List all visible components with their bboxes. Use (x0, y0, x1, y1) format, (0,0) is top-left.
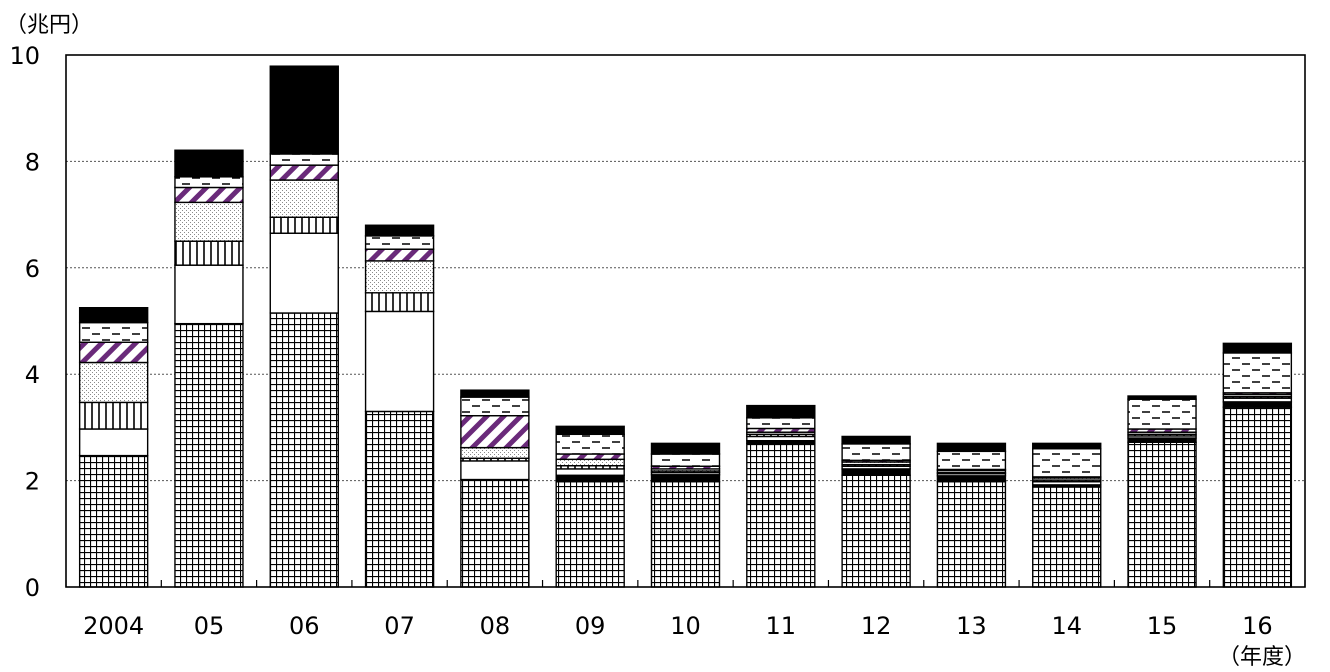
bar-segment-diagonal (364, 248, 435, 262)
bar-segment-grid (1127, 441, 1197, 588)
bar-segment-diagonal (78, 341, 149, 364)
bar-segment-diagonal (269, 164, 339, 181)
bar-segment-grid (174, 322, 244, 588)
bar-segment-grid (1222, 406, 1293, 588)
bar-segment-grid (364, 410, 435, 588)
x-tick-label: 08 (480, 612, 511, 640)
bar-segment-vertical-lines (269, 216, 339, 234)
bar-segment-solid-black (1222, 342, 1293, 354)
bar-segment-white (78, 428, 149, 457)
bar-segment-dashes (1222, 352, 1293, 394)
bar-segment-black-band (1222, 401, 1293, 408)
bar-segment-dashes (78, 321, 149, 343)
bar-segment-diagonal (460, 414, 530, 449)
bar-segment-dashes (174, 176, 244, 189)
y-tick-label: 0 (25, 574, 40, 602)
bar-segment-black-band (555, 474, 625, 483)
y-axis-ticks: 0 2 4 6 8 10 (9, 42, 40, 602)
bars (78, 65, 1293, 588)
bar-segment-dots (555, 458, 625, 467)
bar-segment-dots (78, 361, 149, 404)
bar-segment-white (460, 460, 530, 481)
bar-segment-vertical-lines (174, 240, 244, 266)
bar-segment-white (555, 468, 625, 476)
bar-segment-solid-black (746, 404, 816, 419)
bar-segment-dashes (269, 153, 339, 166)
bar-segment-solid-black (650, 442, 721, 455)
y-axis-unit-label: （兆円） (5, 13, 93, 38)
y-tick-label: 2 (25, 468, 40, 496)
bar-segment-white (269, 232, 339, 314)
bar-segment-grid (936, 480, 1007, 588)
x-tick-label: 13 (956, 612, 987, 640)
bar-segment-grid (555, 480, 625, 588)
plot-frame (65, 54, 1306, 588)
bar-segment-dashes (841, 443, 911, 462)
y-tick-label: 8 (25, 148, 40, 176)
bar-segment-solid-black (460, 389, 530, 398)
bar-segment-dashes (1127, 398, 1197, 430)
x-tick-label: 10 (670, 612, 701, 640)
bar-segment-solid-black (1127, 395, 1197, 400)
bar-segment-black-band (936, 475, 1007, 483)
bar-segment-dashes (555, 433, 625, 455)
bar-segment-vertical-lines (364, 292, 435, 313)
bar-segment-grid (460, 478, 530, 588)
bar-segment-black-band (841, 468, 911, 476)
bar-segment-grid (269, 312, 339, 588)
x-tick-label: 09 (575, 612, 606, 640)
bar-segment-grid (650, 480, 721, 588)
x-tick-label: 05 (194, 612, 225, 640)
bar-segment-solid-black (364, 224, 435, 237)
bar-segment-white (174, 264, 244, 325)
x-tick-label: 2004 (83, 612, 144, 640)
bar-segment-vertical-lines (78, 401, 149, 430)
bar-segment-dots (269, 179, 339, 218)
x-tick-label: 14 (1051, 612, 1082, 640)
bar-segment-dashes (936, 450, 1007, 471)
y-tick-label: 4 (25, 361, 40, 389)
x-tick-label: 16 (1242, 612, 1273, 640)
bar-segment-solid-black (78, 307, 149, 324)
bar-segment-grid (1032, 486, 1102, 588)
bar-segment-dots (174, 201, 244, 242)
bar-segment-diagonal (555, 453, 625, 461)
x-tick-label: 06 (289, 612, 320, 640)
x-axis-unit-label: （年度） (1218, 645, 1306, 670)
x-tick-label: 12 (861, 612, 892, 640)
bar-segment-solid-black (174, 149, 244, 178)
bar-segment-dashes (1032, 447, 1102, 478)
bar-segment-dashes (746, 417, 816, 430)
bar-segment-dashes (650, 453, 721, 467)
x-tick-label: 07 (384, 612, 415, 640)
y-tick-label: 6 (25, 255, 40, 283)
bar-segment-solid-black (841, 435, 911, 445)
x-axis-ticks: 2004 05 06 07 08 09 10 11 12 13 14 15 16 (65, 580, 1306, 640)
x-tick-label: 15 (1147, 612, 1178, 640)
bar-segment-dashes (460, 396, 530, 417)
bar-segment-diagonal (174, 186, 244, 204)
bar-segment-grid (78, 454, 149, 588)
bar-segment-solid-black (936, 442, 1007, 453)
bar-segment-dashes (364, 235, 435, 250)
bar-segment-dots (364, 260, 435, 294)
bar-segment-solid-black (555, 425, 625, 436)
x-tick-label: 11 (766, 612, 797, 640)
gridlines (66, 160, 1305, 482)
y-tick-label: 10 (9, 42, 40, 70)
bar-segment-solid-black (1032, 442, 1102, 450)
bar-segment-grid (746, 442, 816, 588)
bar-segment-white (364, 310, 435, 413)
bar-segment-grid (841, 474, 911, 588)
bar-segment-solid-black (269, 65, 339, 155)
bar-segment-black-band (650, 474, 721, 483)
bar-segment-dots (460, 446, 530, 459)
